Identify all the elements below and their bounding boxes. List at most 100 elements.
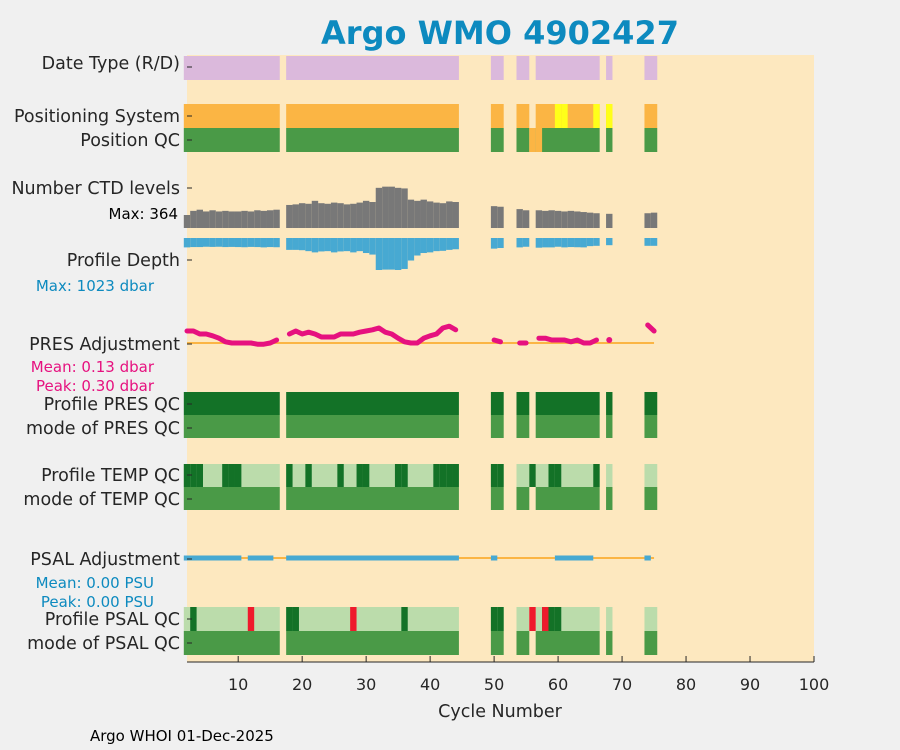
profile-temp-qc-cell-29 (356, 464, 363, 487)
plot-area (187, 55, 814, 662)
note-psal-peak: Peak: 0.00 PSU (41, 593, 154, 611)
depth-bar-39 (420, 238, 427, 254)
profile-psal-qc-cell-51 (497, 607, 504, 631)
profile-temp-qc-cell-42 (439, 464, 447, 487)
x-tick-label-40: 40 (420, 675, 440, 694)
depth-bar-57 (535, 238, 543, 248)
depth-bar-58 (542, 238, 549, 248)
ctd-bar-6 (209, 210, 216, 228)
profile-pres-qc-bar (516, 392, 530, 415)
ctd-bar-22 (311, 200, 319, 228)
depth-bar-8 (222, 238, 229, 248)
mode-temp-qc-bar (183, 487, 280, 510)
mode-psal-qc-bar (183, 631, 280, 655)
label-profile-depth: Profile Depth (67, 251, 180, 271)
date-type-bar (490, 56, 504, 80)
mode-temp-qc-bar (644, 487, 658, 510)
pres-series-0 (184, 328, 280, 347)
ctd-bar-39 (420, 199, 427, 228)
positioning-bar (490, 104, 504, 128)
ctd-bar-33 (382, 186, 389, 228)
depth-bar-61 (561, 238, 568, 248)
ctd-bar-54 (516, 209, 523, 228)
ctd-bar-20 (298, 203, 306, 228)
ctd-bar-74 (644, 213, 651, 228)
profile-temp-qc-cell-66 (593, 464, 600, 487)
date-type-bar (183, 56, 280, 80)
profile-psal-qc-bar (183, 607, 280, 631)
x-tick-label-20: 20 (292, 675, 312, 694)
ctd-bar-64 (580, 212, 587, 228)
ctd-bar-9 (228, 211, 235, 228)
ctd-bar-36 (401, 188, 408, 228)
ctd-bar-7 (215, 211, 223, 228)
profile-temp-qc-bar (286, 464, 459, 487)
depth-bar-15 (266, 238, 274, 248)
mode-pres-qc-bar (535, 415, 600, 438)
ctd-bar-55 (522, 210, 530, 228)
depth-bar-4 (196, 238, 203, 248)
depth-bar-7 (215, 238, 223, 247)
note-pres-peak: Peak: 0.30 dbar (36, 377, 155, 395)
profile-psal-qc-bad-56 (529, 607, 536, 631)
depth-bar-3 (190, 238, 197, 248)
ctd-bar-19 (292, 204, 299, 228)
depth-bar-41 (433, 238, 440, 252)
ctd-bar-8 (222, 210, 229, 228)
ctd-bar-66 (593, 213, 600, 228)
psal-adjustment-seg-5 (644, 555, 651, 561)
ctd-bar-68 (606, 213, 613, 228)
profile-temp-qc-bar (516, 464, 530, 487)
position-qc-alt-cell-57 (535, 128, 543, 152)
ctd-bar-34 (388, 186, 395, 228)
ctd-bar-2 (183, 215, 191, 228)
profile-psal-qc-bar (644, 607, 658, 631)
profile-psal-qc-cell-3 (190, 607, 197, 631)
mode-pres-qc-bar (490, 415, 504, 438)
depth-bar-26 (337, 238, 344, 252)
depth-bar-21 (305, 238, 312, 252)
depth-bar-27 (343, 238, 351, 252)
ctd-bar-5 (202, 211, 210, 228)
depth-bar-54 (516, 238, 523, 248)
row-labels: Date Type (R/D) Positioning System Posit… (11, 54, 180, 654)
ctd-bar-38 (414, 200, 421, 228)
depth-bar-75 (650, 238, 658, 246)
depth-bar-36 (401, 238, 408, 269)
depth-bar-34 (388, 238, 395, 270)
position-qc-bar (490, 128, 504, 152)
note-depth-max: Max: 1023 dbar (36, 277, 155, 295)
psal-adjustment-seg-1 (247, 555, 274, 561)
profile-temp-qc-cell-4 (196, 464, 203, 487)
profile-temp-qc-cell-10 (234, 464, 242, 487)
psal-adjustment-seg-3 (490, 555, 498, 561)
ctd-bar-41 (433, 202, 440, 228)
date-type-bar (286, 56, 459, 80)
profile-temp-qc-cell-44 (452, 464, 459, 487)
depth-bar-13 (254, 238, 261, 248)
depth-bar-38 (414, 238, 421, 256)
ctd-bar-59 (548, 210, 555, 228)
ctd-bar-10 (234, 211, 242, 228)
depth-bar-24 (324, 238, 331, 252)
note-ctd-max: Max: 364 (109, 205, 178, 223)
depth-bar-32 (375, 238, 383, 270)
ctd-bar-58 (542, 210, 549, 228)
profile-temp-qc-bar (644, 464, 658, 487)
x-tick-label-50: 50 (484, 675, 504, 694)
position-qc-bar (516, 128, 530, 152)
depth-bar-37 (407, 238, 415, 261)
depth-bar-14 (260, 238, 267, 248)
mode-psal-qc-bar (606, 631, 613, 655)
ctd-bar-16 (273, 209, 280, 228)
depth-bar-42 (439, 238, 447, 251)
depth-bar-5 (202, 238, 210, 247)
depth-bar-35 (394, 238, 402, 270)
ctd-bar-75 (650, 212, 658, 228)
mode-psal-qc-bar (644, 631, 658, 655)
ctd-bar-61 (561, 211, 568, 228)
profile-temp-qc-cell-26 (337, 464, 344, 487)
depth-bar-18 (286, 238, 293, 250)
positioning-bar (644, 104, 658, 128)
depth-bar-50 (490, 238, 498, 249)
